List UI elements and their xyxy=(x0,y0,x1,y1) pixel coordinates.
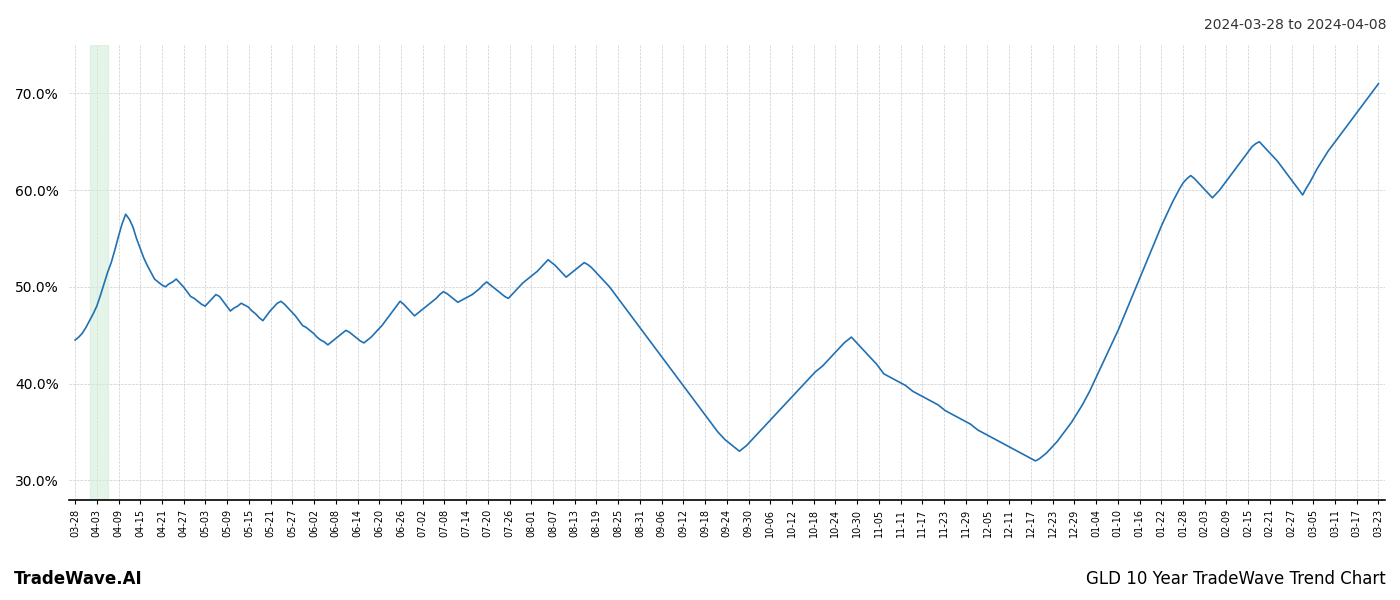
Text: GLD 10 Year TradeWave Trend Chart: GLD 10 Year TradeWave Trend Chart xyxy=(1086,570,1386,588)
Text: 2024-03-28 to 2024-04-08: 2024-03-28 to 2024-04-08 xyxy=(1204,18,1386,32)
Text: TradeWave.AI: TradeWave.AI xyxy=(14,570,143,588)
Bar xyxy=(91,45,108,500)
